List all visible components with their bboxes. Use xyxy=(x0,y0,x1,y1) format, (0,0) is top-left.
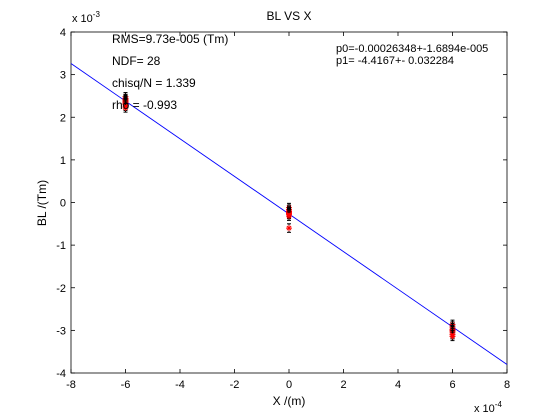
x-axis-label: X /(m) xyxy=(273,394,306,408)
asterisk-marker xyxy=(286,213,292,220)
y-tick-label: 2 xyxy=(60,112,66,124)
x-axis-ticks: -8 -6 -4 -2 0 2 4 6 8 xyxy=(66,32,510,391)
y-axis-multiplier: x 10-3 xyxy=(72,10,100,25)
y-tick-label: -4 xyxy=(56,368,66,380)
x-tick-label: -4 xyxy=(175,379,185,391)
y-axis-ticks: -4 -3 -2 -1 0 1 2 3 4 xyxy=(56,27,507,380)
asterisk-marker xyxy=(286,225,292,232)
x-tick-label: 4 xyxy=(395,379,401,391)
data-point xyxy=(286,211,292,221)
y-tick-label: 0 xyxy=(60,198,66,210)
x-tick-label: 2 xyxy=(340,379,346,391)
rms-annotation: RMS=9.73e-005 (Tm) xyxy=(112,32,228,46)
y-tick-label: -2 xyxy=(56,283,66,295)
data-points xyxy=(122,92,456,342)
chisq-annotation: chisq/N = 1.339 xyxy=(112,76,196,90)
chart-title: BL VS X xyxy=(267,9,312,23)
x-axis-multiplier-base: x 10 xyxy=(474,403,495,415)
x-tick-label: -2 xyxy=(230,379,240,391)
data-point xyxy=(449,331,456,342)
data-point xyxy=(122,103,129,113)
x-axis-multiplier-exponent: -4 xyxy=(495,400,503,409)
data-point xyxy=(286,223,292,233)
y-tick-label: 1 xyxy=(60,155,66,167)
fit-annotations: RMS=9.73e-005 (Tm) NDF= 28 chisq/N = 1.3… xyxy=(112,32,488,112)
x-tick-label: 8 xyxy=(504,379,510,391)
ndf-annotation: NDF= 28 xyxy=(112,54,161,68)
x-tick-label: -6 xyxy=(121,379,131,391)
y-tick-label: -3 xyxy=(56,325,66,337)
x-axis-multiplier: x 10-4 xyxy=(474,400,502,415)
plot-area: -8 -6 -4 -2 0 2 4 6 8 -4 -3 -2 -1 0 1 2 3 4 xyxy=(56,27,510,391)
asterisk-marker xyxy=(122,104,129,111)
axes-box xyxy=(70,31,508,374)
y-tick-label: 4 xyxy=(60,27,66,39)
p0-annotation: p0=-0.00026348+-1.6894e-005 xyxy=(336,43,488,55)
asterisk-marker xyxy=(449,333,456,340)
p1-annotation: p1= -4.4167+- 0.032284 xyxy=(336,55,454,67)
y-tick-label: 3 xyxy=(60,70,66,82)
x-tick-label: 6 xyxy=(449,379,455,391)
y-axis-multiplier-exponent: -3 xyxy=(93,10,101,19)
y-axis-label: BL /(Tm) xyxy=(35,180,49,226)
rho-annotation: rho = -0.993 xyxy=(112,98,177,112)
x-tick-label: -8 xyxy=(66,379,76,391)
y-axis-multiplier-base: x 10 xyxy=(72,13,93,25)
x-tick-label: 0 xyxy=(286,379,292,391)
y-tick-label: -1 xyxy=(56,240,66,252)
